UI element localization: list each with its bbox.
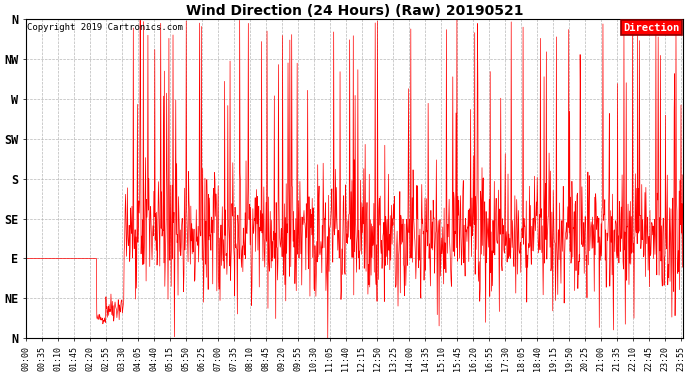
Title: Wind Direction (24 Hours) (Raw) 20190521: Wind Direction (24 Hours) (Raw) 20190521 [186,4,523,18]
Text: Direction: Direction [623,22,680,33]
Text: Copyright 2019 Cartronics.com: Copyright 2019 Cartronics.com [28,22,184,32]
